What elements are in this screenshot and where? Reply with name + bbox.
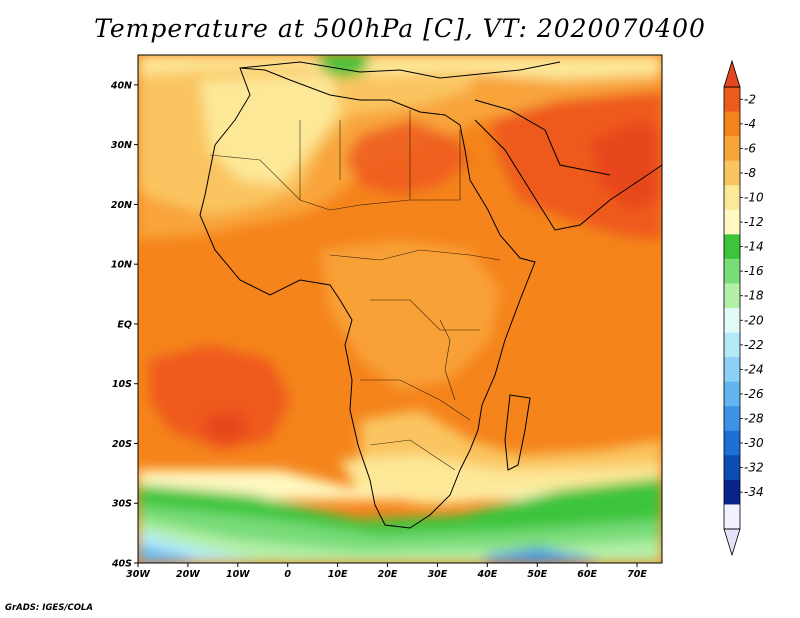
colorbar-label: -12 bbox=[744, 215, 764, 229]
border-central bbox=[329, 249, 501, 261]
border-southern bbox=[369, 439, 456, 471]
colorbar-frame bbox=[723, 86, 741, 530]
y-tick-label: 20N bbox=[111, 200, 132, 211]
colorbar-segment bbox=[724, 111, 740, 137]
colorbar-label: -14 bbox=[744, 240, 764, 254]
africa-coastline bbox=[199, 67, 536, 529]
colorbar-label: -22 bbox=[744, 338, 764, 352]
colorbar-label: -16 bbox=[744, 264, 764, 278]
y-tick-label: 20S bbox=[112, 439, 132, 450]
x-axis: 30W 20W 10W 0 10E 20E 30E 40E 50E 60E 70E bbox=[126, 563, 647, 580]
colorbar-label: -28 bbox=[744, 412, 764, 426]
grads-credit: GrADS: IGES/COLA bbox=[5, 603, 93, 613]
colorbar-segment bbox=[724, 479, 740, 505]
colorbar-label: -30 bbox=[744, 436, 764, 450]
region-med-pale bbox=[138, 55, 662, 80]
colorbar-label: -8 bbox=[744, 166, 756, 180]
plot-frame bbox=[137, 54, 663, 564]
colorbar-segment bbox=[724, 87, 740, 113]
x-tick-label: 0 bbox=[284, 569, 291, 580]
region-arabia-warm bbox=[490, 90, 662, 240]
madagascar-coastline bbox=[504, 394, 531, 471]
colorbar-label: -2 bbox=[744, 92, 756, 106]
region-india-hot bbox=[590, 120, 662, 210]
colorbar-label: -18 bbox=[744, 289, 764, 303]
x-tick-label: 20E bbox=[378, 569, 398, 580]
region-med-cold bbox=[315, 55, 370, 78]
x-tick-label: 20W bbox=[176, 569, 200, 580]
colorbar-label: -20 bbox=[744, 313, 764, 327]
gulf-coastline bbox=[474, 99, 611, 176]
x-tick-label: 70E bbox=[627, 569, 647, 580]
colorbar-segment bbox=[724, 234, 740, 260]
border-south-central bbox=[360, 379, 471, 421]
temperature-field bbox=[138, 55, 662, 563]
x-tick-label: 30E bbox=[428, 569, 448, 580]
colorbar-segment bbox=[724, 209, 740, 235]
region-southern-pale bbox=[340, 455, 662, 505]
y-tick-label: 30N bbox=[111, 140, 132, 151]
colorbar-segment bbox=[724, 406, 740, 432]
colorbar-segment bbox=[724, 430, 740, 456]
x-tick-label: 10E bbox=[328, 569, 348, 580]
x-tick-label: 40E bbox=[476, 569, 497, 580]
map-title: Temperature at 500hPa [C], VT: 202007040… bbox=[94, 14, 706, 43]
region-cold-west-core bbox=[138, 545, 200, 563]
colorbar-label: -32 bbox=[744, 461, 764, 475]
colorbar-bottom-arrow bbox=[723, 528, 741, 557]
y-tick-label: 40N bbox=[110, 80, 132, 91]
country-borders bbox=[209, 110, 501, 471]
y-axis: 40S 30S 20S 10S EQ 10N 20N 30N 40N bbox=[110, 80, 138, 570]
x-tick-label: 30W bbox=[126, 569, 150, 580]
colorbar-segment bbox=[724, 258, 740, 284]
region-sudan-warm bbox=[345, 120, 470, 195]
colorbar-segment bbox=[724, 308, 740, 334]
colorbar-label: -4 bbox=[744, 117, 756, 131]
mediterranean-coastline bbox=[239, 61, 561, 79]
y-tick-label: 10N bbox=[111, 260, 132, 271]
colorbar-label: -10 bbox=[744, 191, 764, 205]
y-tick-label: 40S bbox=[111, 559, 132, 570]
region-south-atlantic-warm bbox=[150, 345, 290, 450]
region-pale-band bbox=[138, 470, 662, 500]
arabia-coastline bbox=[474, 119, 662, 231]
colorbar-segment bbox=[724, 332, 740, 358]
border-lakes bbox=[439, 319, 456, 401]
colorbar-label: -24 bbox=[744, 362, 764, 376]
y-tick-label: 30S bbox=[112, 499, 132, 510]
colorbar-top-arrow bbox=[723, 59, 741, 88]
colorbar-segment bbox=[724, 455, 740, 481]
colorbar-segment bbox=[724, 136, 740, 162]
colorbar: -2 -4 -6 -8 -10 -12 -14 -16 -18 -20 -22 -24 -26 -28 -3… bbox=[723, 59, 764, 557]
colorbar-segment bbox=[724, 160, 740, 186]
region-cold-southeast bbox=[480, 548, 600, 563]
colorbar-segment bbox=[724, 504, 740, 530]
region-south-atlantic-core bbox=[205, 410, 250, 445]
colorbar-label: -26 bbox=[744, 387, 764, 401]
border-sahara bbox=[299, 110, 461, 200]
region-central-africa bbox=[320, 240, 500, 390]
y-tick-label: 10S bbox=[112, 379, 132, 390]
y-tick-label: EQ bbox=[117, 319, 132, 330]
border-east bbox=[370, 299, 480, 331]
colorbar-label: -34 bbox=[744, 485, 764, 499]
colorbar-segment bbox=[724, 357, 740, 383]
colorbar-segment bbox=[724, 283, 740, 309]
colorbar-label: -6 bbox=[744, 141, 756, 155]
colorbar-segment bbox=[724, 381, 740, 407]
colorbar-segment bbox=[724, 185, 740, 211]
coastlines bbox=[199, 61, 662, 529]
x-tick-label: 50E bbox=[527, 569, 547, 580]
x-tick-label: 10W bbox=[226, 569, 250, 580]
x-tick-label: 60E bbox=[577, 569, 597, 580]
